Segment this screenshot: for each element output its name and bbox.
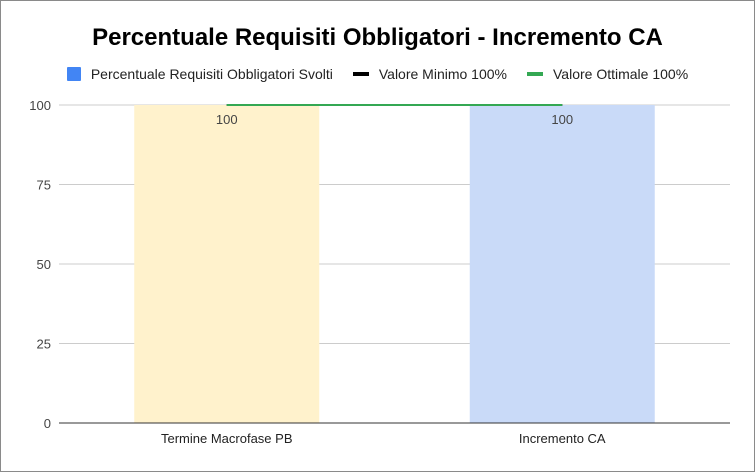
chart-title: Percentuale Requisiti Obbligatori - Incr…: [92, 24, 663, 51]
legend-swatch-min: [352, 72, 369, 76]
legend-label-opt: Valore Ottimale 100%: [553, 66, 689, 82]
legend-label-min: Valore Minimo 100%: [378, 66, 507, 82]
data-label-1: 100: [551, 112, 573, 127]
x-tick-label-1: Incremento CA: [519, 431, 606, 446]
bar-1: [469, 105, 655, 423]
bar-0: [134, 105, 320, 423]
legend-swatch-bars: [66, 67, 81, 81]
y-tick-label-0: 0: [44, 416, 51, 431]
y-tick-label-100: 100: [29, 98, 51, 113]
y-tick-label-25: 25: [37, 337, 51, 352]
legend-item-bars[interactable]: Percentuale Requisiti Obbligatori Svolti: [66, 66, 333, 82]
data-label-0: 100: [216, 112, 238, 127]
legend-label-bars: Percentuale Requisiti Obbligatori Svolti: [90, 66, 333, 82]
x-tick-label-0: Termine Macrofase PB: [161, 431, 293, 446]
legend-swatch-opt: [527, 72, 543, 76]
y-tick-label-75: 75: [37, 178, 51, 193]
legend-item-min[interactable]: Valore Minimo 100%: [352, 66, 507, 82]
chart-legend: Percentuale Requisiti Obbligatori Svolti…: [0, 66, 755, 82]
legend-item-opt[interactable]: Valore Ottimale 100%: [527, 66, 688, 82]
y-tick-label-50: 50: [37, 257, 51, 272]
